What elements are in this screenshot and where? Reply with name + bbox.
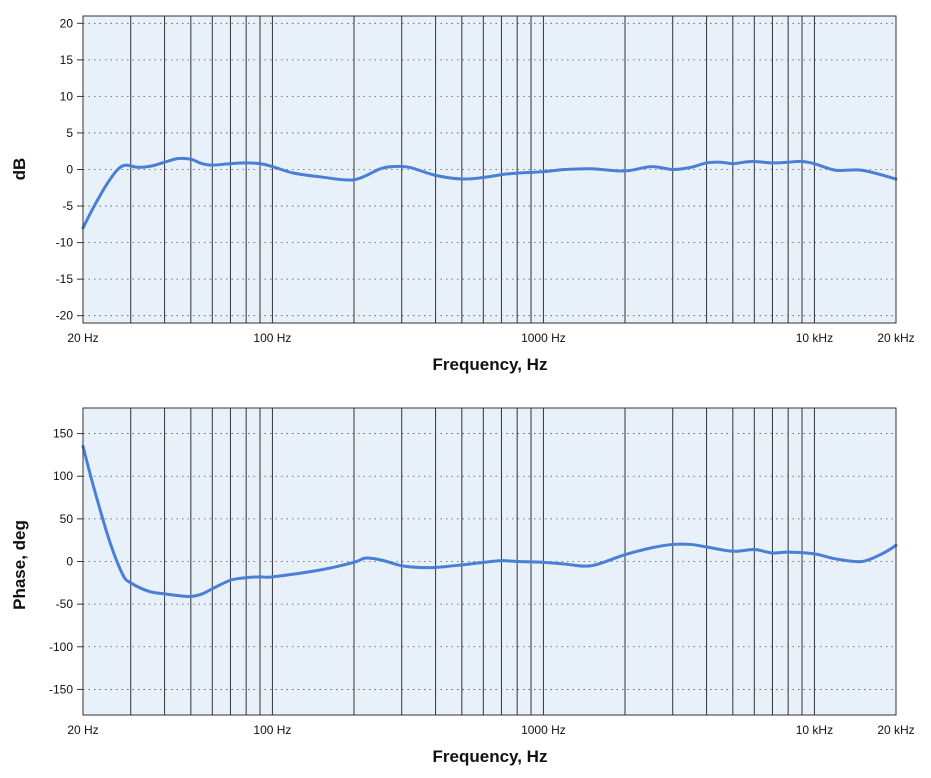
magnitude-plot-frame — [82, 15, 897, 324]
magnitude-y-tick-label: 15 — [60, 53, 74, 67]
phase-y-axis-title: Phase, deg — [10, 520, 29, 610]
magnitude-x-tick-label: 100 Hz — [253, 331, 291, 345]
phase-y-tick-label: 150 — [53, 427, 73, 441]
phase-x-ticks: 20 Hz 100 Hz 1000 Hz 10 kHz 20 kHz — [67, 723, 914, 737]
phase-x-tick-label: 10 kHz — [796, 723, 833, 737]
phase-vertical-grid — [130, 408, 815, 715]
phase-series-line — [81, 444, 898, 599]
magnitude-y-axis-title: dB — [10, 158, 29, 181]
magnitude-y-tick-label: 10 — [60, 89, 74, 103]
phase-x-tick-label: 100 Hz — [253, 723, 291, 737]
magnitude-x-tick-label: 1000 Hz — [521, 331, 566, 345]
magnitude-y-tick-label: 0 — [66, 163, 73, 177]
phase-y-tick-label: -50 — [56, 597, 74, 611]
phase-y-tick-label: -150 — [49, 682, 73, 696]
magnitude-y-tick-label: -5 — [62, 199, 73, 213]
magnitude-x-tick-label: 20 kHz — [877, 331, 914, 345]
magnitude-y-ticks: 20 15 10 5 0 -5 -10 -15 -20 — [56, 16, 83, 323]
phase-x-tick-label: 20 kHz — [877, 723, 914, 737]
magnitude-chart: 20 15 10 5 0 -5 -10 -15 -20 20 Hz 100 Hz 1000 Hz 10… — [10, 15, 915, 374]
magnitude-y-tick-label: 5 — [66, 126, 73, 140]
phase-plot-frame — [82, 407, 897, 716]
phase-horizontal-grid — [83, 433, 896, 690]
magnitude-y-tick-label: -20 — [56, 309, 74, 323]
magnitude-series-line — [81, 156, 898, 230]
magnitude-x-axis-title: Frequency, Hz — [433, 355, 548, 374]
phase-y-tick-label: 100 — [53, 469, 73, 483]
phase-x-axis-title: Frequency, Hz — [433, 747, 548, 766]
phase-y-ticks: 150 100 50 0 -50 -100 -150 — [49, 427, 83, 696]
magnitude-horizontal-grid — [83, 22, 896, 317]
phase-x-tick-label: 1000 Hz — [521, 723, 566, 737]
magnitude-x-tick-label: 20 Hz — [67, 331, 98, 345]
phase-chart: 150 100 50 0 -50 -100 -150 20 Hz 100 Hz 1000 Hz 1… — [10, 407, 915, 766]
phase-y-tick-label: 50 — [60, 512, 74, 526]
magnitude-x-ticks: 20 Hz 100 Hz 1000 Hz 10 kHz 20 kHz — [67, 331, 914, 345]
magnitude-y-tick-label: -15 — [56, 272, 74, 286]
phase-y-tick-label: -100 — [49, 640, 73, 654]
magnitude-x-tick-label: 10 kHz — [796, 331, 833, 345]
phase-y-tick-label: 0 — [66, 555, 73, 569]
magnitude-y-tick-label: 20 — [60, 16, 74, 30]
magnitude-y-tick-label: -10 — [56, 236, 74, 250]
phase-x-tick-label: 20 Hz — [67, 723, 98, 737]
